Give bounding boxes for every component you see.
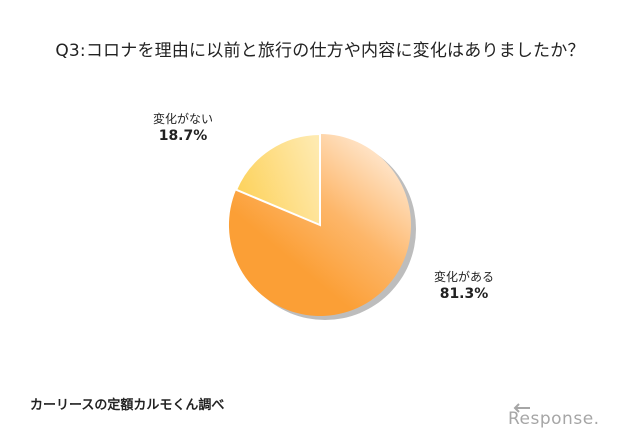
pie-slice-no-change xyxy=(234,132,321,227)
label-no-change-pct: 18.7% xyxy=(158,128,208,144)
chart-title: Q3:コロナを理由に以前と旅行の仕方や内容に変化はありましたか？ xyxy=(55,41,585,61)
label-no-change-name: 変化がない xyxy=(152,112,213,126)
logo-text: Response. xyxy=(508,409,600,429)
label-no-change: 変化がない 18.7% xyxy=(152,110,214,144)
label-changed: 変化がある 81.3% xyxy=(428,268,500,302)
label-changed-pct: 81.3% xyxy=(439,286,489,302)
logo-arrow-icon xyxy=(513,403,530,413)
source-note: カーリースの定額カルモくん調べ xyxy=(30,398,225,413)
label-changed-name: 変化がある xyxy=(433,270,494,284)
response-logo: Response. xyxy=(508,403,600,429)
